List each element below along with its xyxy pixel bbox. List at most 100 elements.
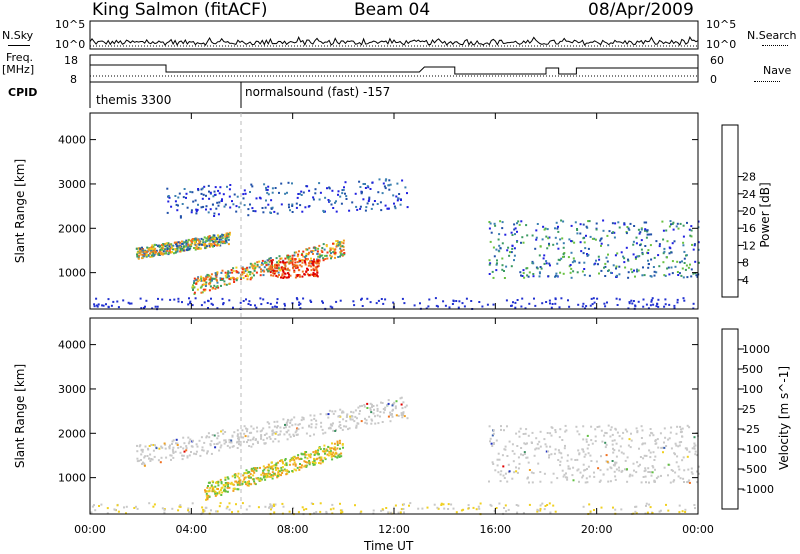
near-range-point bbox=[156, 305, 159, 308]
scatter-point bbox=[277, 461, 279, 464]
scatter-point bbox=[535, 447, 538, 450]
scatter-point bbox=[150, 246, 153, 248]
near-range-point bbox=[143, 306, 145, 309]
scatter-point bbox=[496, 262, 498, 265]
scatter-point bbox=[205, 275, 208, 278]
scatter-point bbox=[174, 251, 177, 254]
near-range-point bbox=[259, 297, 262, 300]
scatter-point bbox=[283, 426, 286, 429]
near-range-point bbox=[646, 511, 649, 514]
y-tick-label: 1000 bbox=[58, 267, 86, 280]
scatter-point bbox=[679, 425, 682, 428]
scatter-point bbox=[617, 221, 620, 224]
scatter-point bbox=[697, 465, 700, 468]
scatter-point bbox=[333, 442, 336, 445]
scatter-point bbox=[682, 477, 685, 480]
scatter-point bbox=[332, 242, 334, 245]
near-range-point bbox=[310, 301, 313, 303]
scatter-point bbox=[633, 269, 635, 272]
near-range-point bbox=[189, 300, 192, 303]
scatter-point bbox=[405, 404, 408, 407]
scatter-point bbox=[186, 455, 189, 458]
scatter-point bbox=[220, 494, 223, 496]
scatter-point bbox=[620, 451, 623, 454]
scatter-point bbox=[254, 483, 257, 486]
scatter-point bbox=[236, 488, 239, 491]
scatter-point bbox=[555, 221, 558, 224]
scatter-point bbox=[297, 423, 300, 426]
scatter-point bbox=[227, 485, 229, 488]
scatter-point bbox=[598, 272, 600, 275]
scatter-point bbox=[554, 236, 557, 239]
scatter-point bbox=[340, 452, 343, 455]
near-range-point bbox=[245, 298, 247, 301]
scatter-point bbox=[286, 191, 288, 194]
scatter-point bbox=[247, 439, 250, 442]
scatter-point bbox=[497, 471, 500, 474]
scatter-point bbox=[244, 472, 247, 474]
scatter-point bbox=[359, 205, 362, 208]
scatter-point bbox=[168, 252, 171, 255]
near-range-point bbox=[401, 297, 404, 300]
scatter-point bbox=[553, 452, 556, 455]
scatter-point bbox=[167, 242, 170, 245]
scatter-point bbox=[273, 472, 276, 475]
scatter-point bbox=[295, 469, 298, 472]
scatter-point bbox=[564, 444, 566, 447]
scatter-point bbox=[149, 453, 152, 456]
scatter-point bbox=[145, 255, 148, 258]
scatter-point bbox=[254, 210, 257, 213]
scatter-point bbox=[289, 435, 292, 438]
scatter-point bbox=[399, 397, 402, 400]
scatter-point bbox=[389, 413, 392, 416]
scatter-point bbox=[291, 458, 294, 461]
scatter-point bbox=[543, 438, 546, 441]
scatter-point bbox=[690, 235, 693, 238]
scatter-point bbox=[219, 186, 222, 189]
scatter-point bbox=[587, 452, 590, 455]
scatter-point bbox=[289, 422, 292, 424]
scatter-point bbox=[355, 424, 358, 427]
scatter-point bbox=[305, 270, 308, 273]
scatter-point bbox=[267, 263, 270, 266]
scatter-point bbox=[611, 443, 614, 446]
scatter-point bbox=[300, 190, 303, 193]
scatter-point bbox=[209, 285, 212, 288]
scatter-point bbox=[508, 470, 511, 473]
scatter-point bbox=[196, 445, 199, 448]
scatter-point bbox=[637, 465, 640, 468]
scatter-point bbox=[576, 469, 579, 472]
scatter-point bbox=[221, 198, 223, 201]
near-range-point bbox=[228, 502, 231, 505]
scatter-point bbox=[342, 245, 345, 248]
scatter-point bbox=[141, 246, 143, 249]
scatter-point bbox=[200, 436, 203, 439]
scatter-point bbox=[225, 232, 228, 235]
scatter-point bbox=[224, 490, 227, 493]
near-range-point bbox=[216, 510, 219, 513]
scatter-point bbox=[315, 419, 318, 422]
scatter-point bbox=[629, 473, 632, 476]
scatter-point bbox=[276, 420, 279, 423]
scatter-point bbox=[613, 449, 616, 452]
scatter-point bbox=[156, 253, 159, 255]
near-range-point bbox=[582, 505, 585, 508]
scatter-point bbox=[670, 251, 673, 254]
nsearch-tick-top: 10^5 bbox=[706, 18, 737, 31]
scatter-point bbox=[160, 456, 163, 459]
scatter-point bbox=[360, 420, 363, 423]
scatter-point bbox=[687, 468, 690, 471]
scatter-point bbox=[391, 404, 394, 407]
scatter-point bbox=[250, 425, 253, 428]
scatter-point bbox=[317, 265, 320, 267]
scatter-point bbox=[569, 271, 572, 274]
scatter-point bbox=[571, 474, 574, 477]
scatter-point bbox=[231, 483, 234, 486]
scatter-point bbox=[591, 442, 594, 445]
near-range-point bbox=[130, 302, 133, 305]
scatter-point bbox=[681, 435, 683, 438]
scatter-point bbox=[260, 270, 263, 273]
scatter-point bbox=[308, 189, 311, 192]
scatter-point bbox=[164, 447, 167, 450]
scatter-point bbox=[251, 267, 254, 270]
